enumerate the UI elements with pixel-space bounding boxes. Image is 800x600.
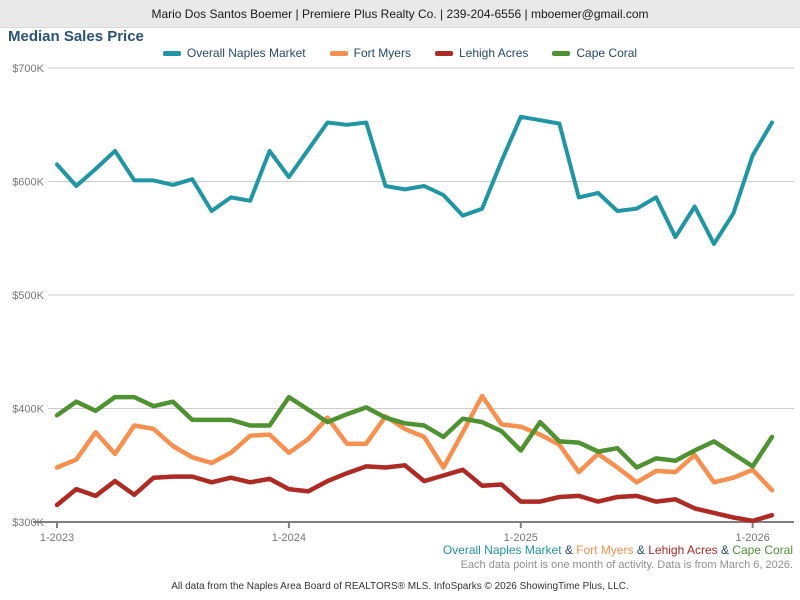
legend-label: Fort Myers [353,46,411,60]
legend-item-cape-coral[interactable]: Cape Coral [552,46,637,60]
footer-ampersand: & [561,543,577,557]
x-axis-label: 1-2026 [736,532,770,544]
header-bar: Mario Dos Santos Boemer | Premiere Plus … [0,0,800,28]
legend-item-overall-naples-market[interactable]: Overall Naples Market [162,46,306,60]
y-axis-label: $400K [12,404,44,416]
footer-attribution: All data from the Naples Area Board of R… [171,581,629,592]
legend-item-lehigh-acres[interactable]: Lehigh Acres [434,46,529,60]
legend-label: Lehigh Acres [458,46,529,60]
x-axis-label: 1-2025 [504,532,538,544]
series-line-cape-coral[interactable] [54,394,775,470]
series-line-fort-myers[interactable] [54,393,775,493]
y-axis-label: $500K [12,290,44,302]
legend-label: Overall Naples Market [186,46,306,60]
legend-swatch-lehigh-acres [434,50,453,56]
footer-series-overall-naples-market: Overall Naples Market [442,543,562,557]
y-axis-label: $300K [12,517,44,529]
footer-ampersand: & [717,543,733,557]
y-axis-label: $700K [12,63,44,75]
footer-series-cape-coral: Cape Coral [732,543,793,557]
series-line-overall-naples-market[interactable] [55,114,774,246]
legend-item-fort-myers[interactable]: Fort Myers [329,46,411,60]
legend-swatch-cape-coral [552,50,571,56]
legend-label: Cape Coral [576,46,638,60]
footer-series-line: Overall Naples Market & Fort Myers & Leh… [443,543,793,557]
footer-ampersand: & [633,543,649,557]
series-line-lehigh-acres[interactable] [54,463,775,524]
footer-series-lehigh-acres: Lehigh Acres [648,543,718,557]
footer-series-fort-myers: Fort Myers [576,543,634,557]
x-axis-label: 1-2024 [272,532,306,544]
header-text: Mario Dos Santos Boemer | Premiere Plus … [151,6,649,21]
footer-note: Each data point is one month of activity… [460,559,793,571]
legend-swatch-overall-naples-market [162,50,181,56]
chart-legend: Overall Naples Market Fort Myers Lehigh Ac… [0,44,800,62]
x-axis-label: 1-2023 [40,532,74,544]
legend-swatch-fort-myers [329,50,348,56]
y-axis-label: $600K [12,177,44,189]
page-title: Median Sales Price [8,28,144,45]
